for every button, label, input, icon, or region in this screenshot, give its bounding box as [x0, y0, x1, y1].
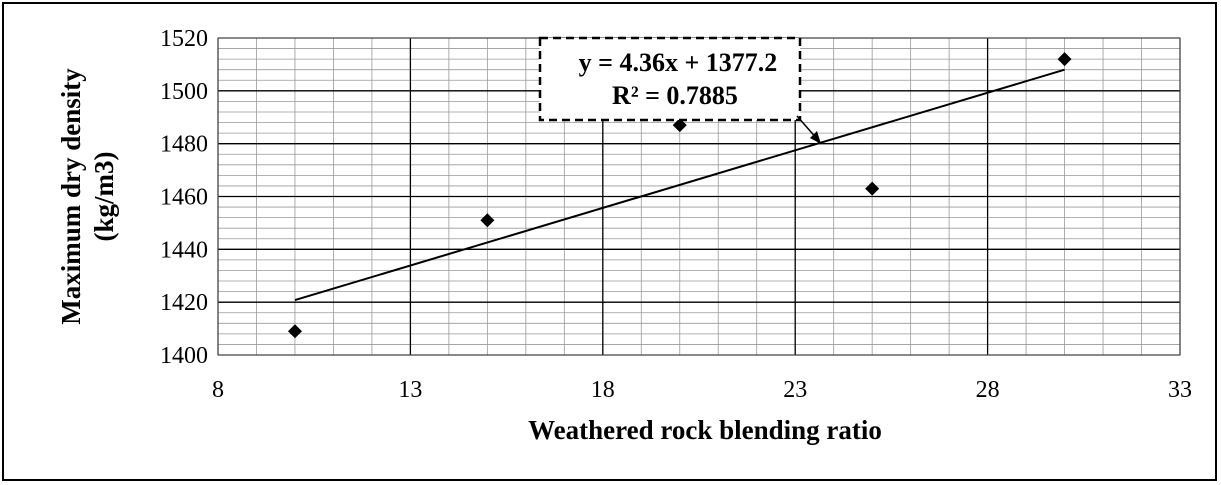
x-tick-label: 33 [1168, 377, 1192, 403]
y-tick-label: 1400 [160, 343, 208, 369]
data-point [672, 118, 687, 133]
y-tick-label: 1420 [160, 290, 208, 316]
x-tick-label: 8 [212, 377, 224, 403]
y-axis-title-line-1: Maximum dry density [56, 68, 86, 325]
y-tick-label: 1520 [160, 26, 208, 52]
y-tick-label: 1500 [160, 79, 208, 105]
x-tick-label: 23 [783, 377, 807, 403]
data-points [287, 52, 1072, 339]
x-axis-tick-labels: 8 13 18 23 28 33 [212, 377, 1192, 403]
data-point [865, 181, 880, 196]
y-tick-label: 1460 [160, 185, 208, 211]
y-axis-tick-labels: 1400 1420 1440 1460 1480 1500 1520 [160, 26, 208, 369]
y-axis-title: Maximum dry density (kg/m3) [56, 68, 119, 325]
trendline-equation: y = 4.36x + 1377.2 [579, 48, 778, 77]
y-tick-label: 1480 [160, 132, 208, 158]
trendline [294, 68, 1065, 302]
x-axis-title: Weathered rock blending ratio [528, 415, 882, 445]
data-point [480, 213, 495, 228]
y-axis-title-line-2: (kg/m3) [89, 152, 119, 242]
data-point [287, 324, 302, 339]
trendline-equation-box: y = 4.36x + 1377.2 R² = 0.7885 [538, 36, 821, 144]
x-tick-label: 28 [976, 377, 1000, 403]
y-tick-label: 1440 [160, 237, 208, 263]
x-tick-label: 13 [398, 377, 422, 403]
x-tick-label: 18 [591, 377, 615, 403]
trendline-r-squared: R² = 0.7885 [612, 81, 738, 110]
data-point [1057, 52, 1072, 67]
